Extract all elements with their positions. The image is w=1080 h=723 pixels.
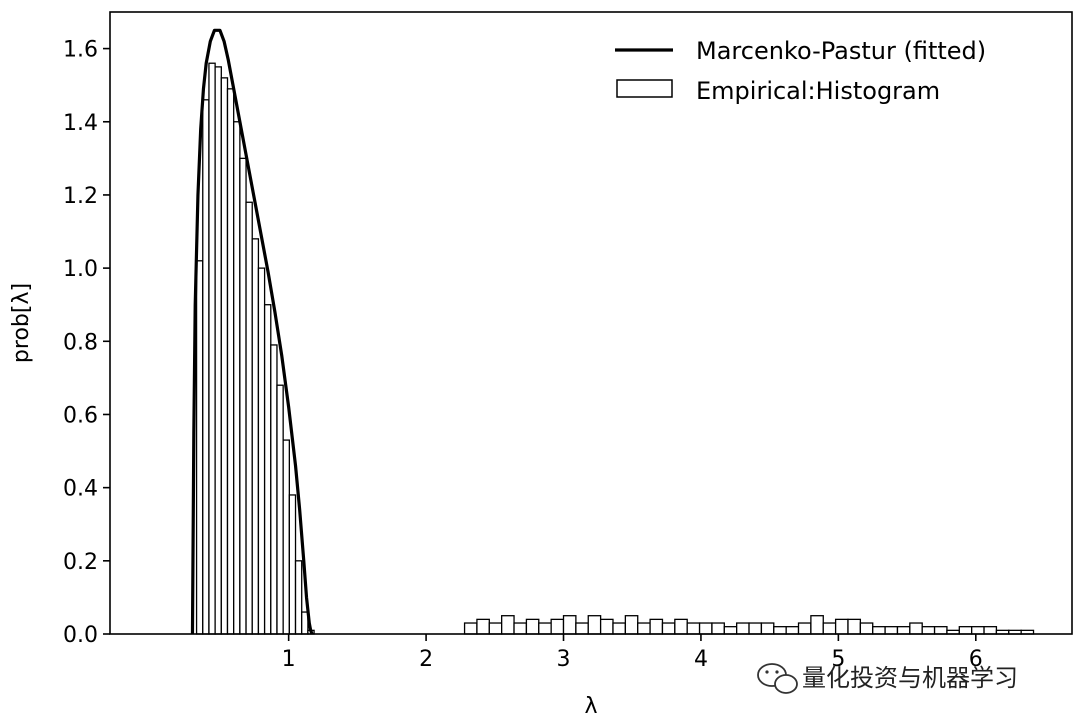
y-tick-label: 0.2 xyxy=(63,550,98,575)
histogram-bar xyxy=(983,626,998,635)
axes-frame xyxy=(109,11,1073,635)
histogram-bar xyxy=(723,626,738,635)
histogram-bar xyxy=(476,618,490,635)
mp-line-series xyxy=(190,28,314,635)
histogram-series xyxy=(195,62,1035,635)
histogram-bar xyxy=(872,626,886,635)
histogram-bar xyxy=(909,622,923,635)
histogram-bar xyxy=(251,238,260,635)
histogram-bar xyxy=(785,626,800,635)
x-tick-label: 5 xyxy=(831,647,845,672)
histogram-bar xyxy=(513,622,528,635)
legend-label-mp: Marcenko-Pastur (fitted) xyxy=(696,37,986,65)
histogram-bar xyxy=(822,622,837,635)
legend: Marcenko-Pastur (fitted) Empirical:Histo… xyxy=(615,37,986,105)
x-axis-label: λ xyxy=(584,694,597,719)
histogram-bar xyxy=(276,384,284,635)
y-tick-label: 0.4 xyxy=(63,477,98,502)
histogram-bar xyxy=(896,626,911,635)
histogram-bar xyxy=(649,618,664,635)
histogram-bar xyxy=(226,88,235,635)
y-tick-label: 1.0 xyxy=(63,257,98,282)
histogram-bar xyxy=(263,304,272,635)
histogram-bar xyxy=(748,622,763,635)
histogram-bar xyxy=(847,618,862,635)
y-tick-label: 0.6 xyxy=(63,403,98,428)
y-tick-label: 1.6 xyxy=(63,38,98,63)
x-tick-label: 3 xyxy=(557,647,571,672)
x-axis-ticks: 1 2 3 4 5 6 xyxy=(282,634,983,672)
histogram-bar xyxy=(208,62,216,635)
histogram-bar xyxy=(463,622,478,635)
histogram-bar xyxy=(884,626,899,635)
histogram-bar xyxy=(538,622,552,635)
y-axis-label: prob[λ] xyxy=(9,283,34,363)
watermark-text: 量化投资与机器学习 xyxy=(802,664,1018,692)
histogram-bar xyxy=(525,618,540,635)
histogram-bar xyxy=(810,615,824,635)
x-tick-label: 6 xyxy=(969,647,983,672)
histogram-bar xyxy=(958,626,973,635)
y-axis-ticks: 0.0 0.2 0.4 0.6 0.8 1.0 1.2 1.4 1.6 xyxy=(63,38,110,648)
histogram-bar xyxy=(488,622,503,635)
histogram-bar xyxy=(624,615,639,635)
histogram-bar xyxy=(661,622,676,635)
histogram-bar xyxy=(933,626,948,635)
histogram-bar xyxy=(736,622,750,635)
histogram-bar xyxy=(550,618,565,635)
histogram-bar xyxy=(214,66,222,635)
histogram-bar xyxy=(921,626,936,635)
histogram-bar xyxy=(711,622,725,635)
x-tick-label: 4 xyxy=(694,647,708,672)
histogram-bar xyxy=(239,157,247,635)
legend-hist-swatch xyxy=(616,79,673,98)
histogram-bar xyxy=(220,77,229,635)
histogram-bar xyxy=(686,622,701,635)
histogram-bar xyxy=(797,622,812,635)
axes xyxy=(109,11,1073,635)
marcenko-pastur-line xyxy=(190,28,314,635)
histogram-bar xyxy=(245,201,253,635)
histogram-bar xyxy=(288,494,297,635)
histogram-bar xyxy=(834,618,849,635)
histogram-bar xyxy=(257,267,266,635)
histogram-bar xyxy=(202,99,210,635)
x-tick-label: 2 xyxy=(419,647,433,672)
histogram-bar xyxy=(760,622,775,635)
histogram-bar xyxy=(612,622,627,635)
histogram-bar xyxy=(270,344,278,635)
histogram-bar xyxy=(971,626,985,635)
histogram-bar xyxy=(859,622,874,635)
histogram-bar xyxy=(637,622,651,635)
y-tick-label: 0.0 xyxy=(63,623,98,648)
histogram-bar xyxy=(674,618,688,635)
histogram-bar xyxy=(294,560,303,635)
histogram-bar xyxy=(562,615,577,635)
histogram-bar xyxy=(587,615,602,635)
histogram-bar xyxy=(233,121,241,635)
watermark: 量化投资与机器学习 xyxy=(757,663,1018,694)
y-tick-label: 0.8 xyxy=(63,330,98,355)
y-tick-label: 1.4 xyxy=(63,111,98,136)
histogram-bar xyxy=(599,618,614,635)
histogram-bar xyxy=(773,626,787,635)
histogram-bar xyxy=(282,439,290,635)
y-tick-label: 1.2 xyxy=(63,184,98,209)
histogram-bar xyxy=(698,622,713,635)
legend-label-hist: Empirical:Histogram xyxy=(696,77,940,105)
histogram-bar xyxy=(575,622,589,635)
histogram-bar xyxy=(195,260,204,635)
wechat-icon xyxy=(757,663,798,694)
histogram-bar xyxy=(501,615,515,635)
x-tick-label: 1 xyxy=(282,647,296,672)
